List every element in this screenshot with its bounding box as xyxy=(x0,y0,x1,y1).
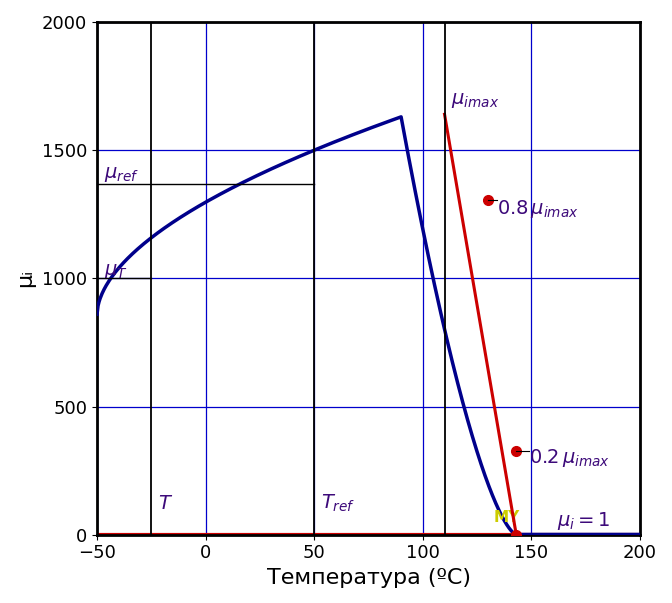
Text: $0.8\,\mu_{imax}$: $0.8\,\mu_{imax}$ xyxy=(497,198,579,220)
Text: MY: MY xyxy=(493,510,519,525)
Text: $0.2\,\mu_{imax}$: $0.2\,\mu_{imax}$ xyxy=(530,447,610,469)
Text: $\mu_T$: $\mu_T$ xyxy=(103,262,128,280)
Text: $T$: $T$ xyxy=(158,494,173,513)
Text: $\mu_{imax}$: $\mu_{imax}$ xyxy=(451,91,499,110)
Text: $\mu_{ref}$: $\mu_{ref}$ xyxy=(103,165,138,185)
Y-axis label: μᵢ: μᵢ xyxy=(15,269,35,288)
Text: $\mu_i=1$: $\mu_i=1$ xyxy=(558,510,611,532)
Text: $T_{ref}$: $T_{ref}$ xyxy=(321,493,355,514)
X-axis label: Температура (ºC): Температура (ºC) xyxy=(267,568,470,588)
